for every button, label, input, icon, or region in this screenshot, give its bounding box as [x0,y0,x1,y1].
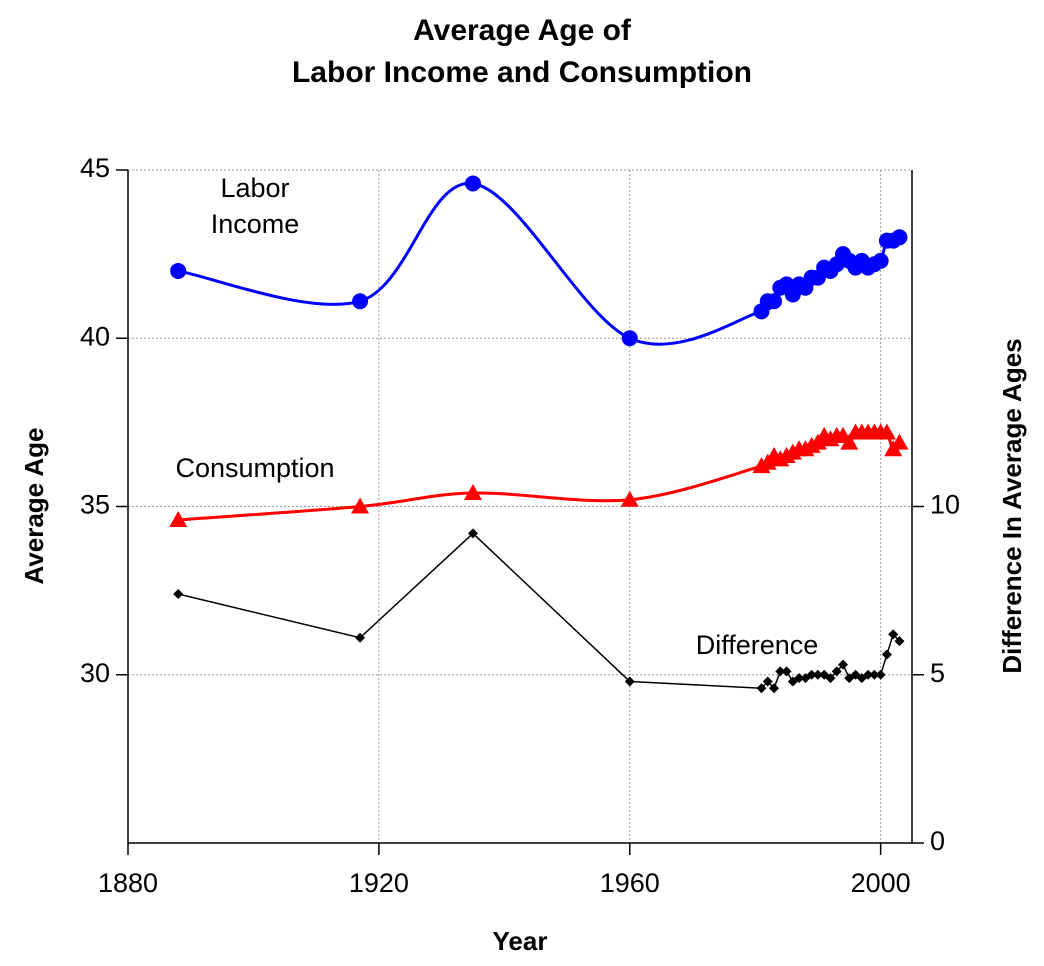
marker [781,666,792,677]
y2-axis-label: Difference In Average Ages [997,338,1027,673]
marker [352,293,369,310]
marker [825,673,836,684]
marker [355,632,366,643]
marker [766,293,783,310]
y-tick-label: 40 [80,321,110,351]
marker [173,588,184,599]
marker [888,629,899,640]
marker [838,659,849,670]
marker [894,636,905,647]
y2-tick-label: 5 [930,658,945,688]
marker [863,669,874,680]
marker [621,330,638,347]
marker [769,683,780,694]
series-label-text: Consumption [175,453,335,483]
marker [351,497,370,514]
series-label-text: Difference [695,630,819,660]
x-tick-label: 1960 [600,868,660,898]
y-axis-label: Average Age [19,427,49,584]
marker [840,433,859,450]
series-label: Labor Income [210,173,300,239]
marker [624,676,635,687]
x-axis-label: Year [493,926,548,956]
series-label: Difference [695,630,819,660]
marker [869,669,880,680]
x-tick-label: 1880 [98,868,158,898]
marker [762,676,773,687]
y2-tick-label: 10 [930,490,960,520]
y-tick-label: 30 [80,658,110,688]
marker [890,433,909,450]
y-tick-label: 35 [80,490,110,520]
marker [875,669,886,680]
marker [775,666,786,677]
marker [169,510,188,527]
y-tick-label: 45 [80,153,110,183]
marker [464,175,481,192]
marker [756,683,767,694]
chart-title: Labor Income and Consumption [292,56,752,89]
series-label: Consumption [175,453,335,483]
x-tick-label: 2000 [851,868,911,898]
marker [881,649,892,660]
marker [463,484,482,501]
marker [877,423,896,440]
y2-tick-label: 0 [930,826,945,856]
marker [467,528,478,539]
marker [891,229,908,246]
marker [620,490,639,507]
marker [806,669,817,680]
marker [831,666,842,677]
marker [794,673,805,684]
chart-title: Average Age of [413,14,632,47]
series-label-text: Labor Income [210,173,300,239]
x-tick-label: 1920 [349,868,409,898]
marker [872,252,889,269]
marker [170,262,187,279]
marker [812,669,823,680]
